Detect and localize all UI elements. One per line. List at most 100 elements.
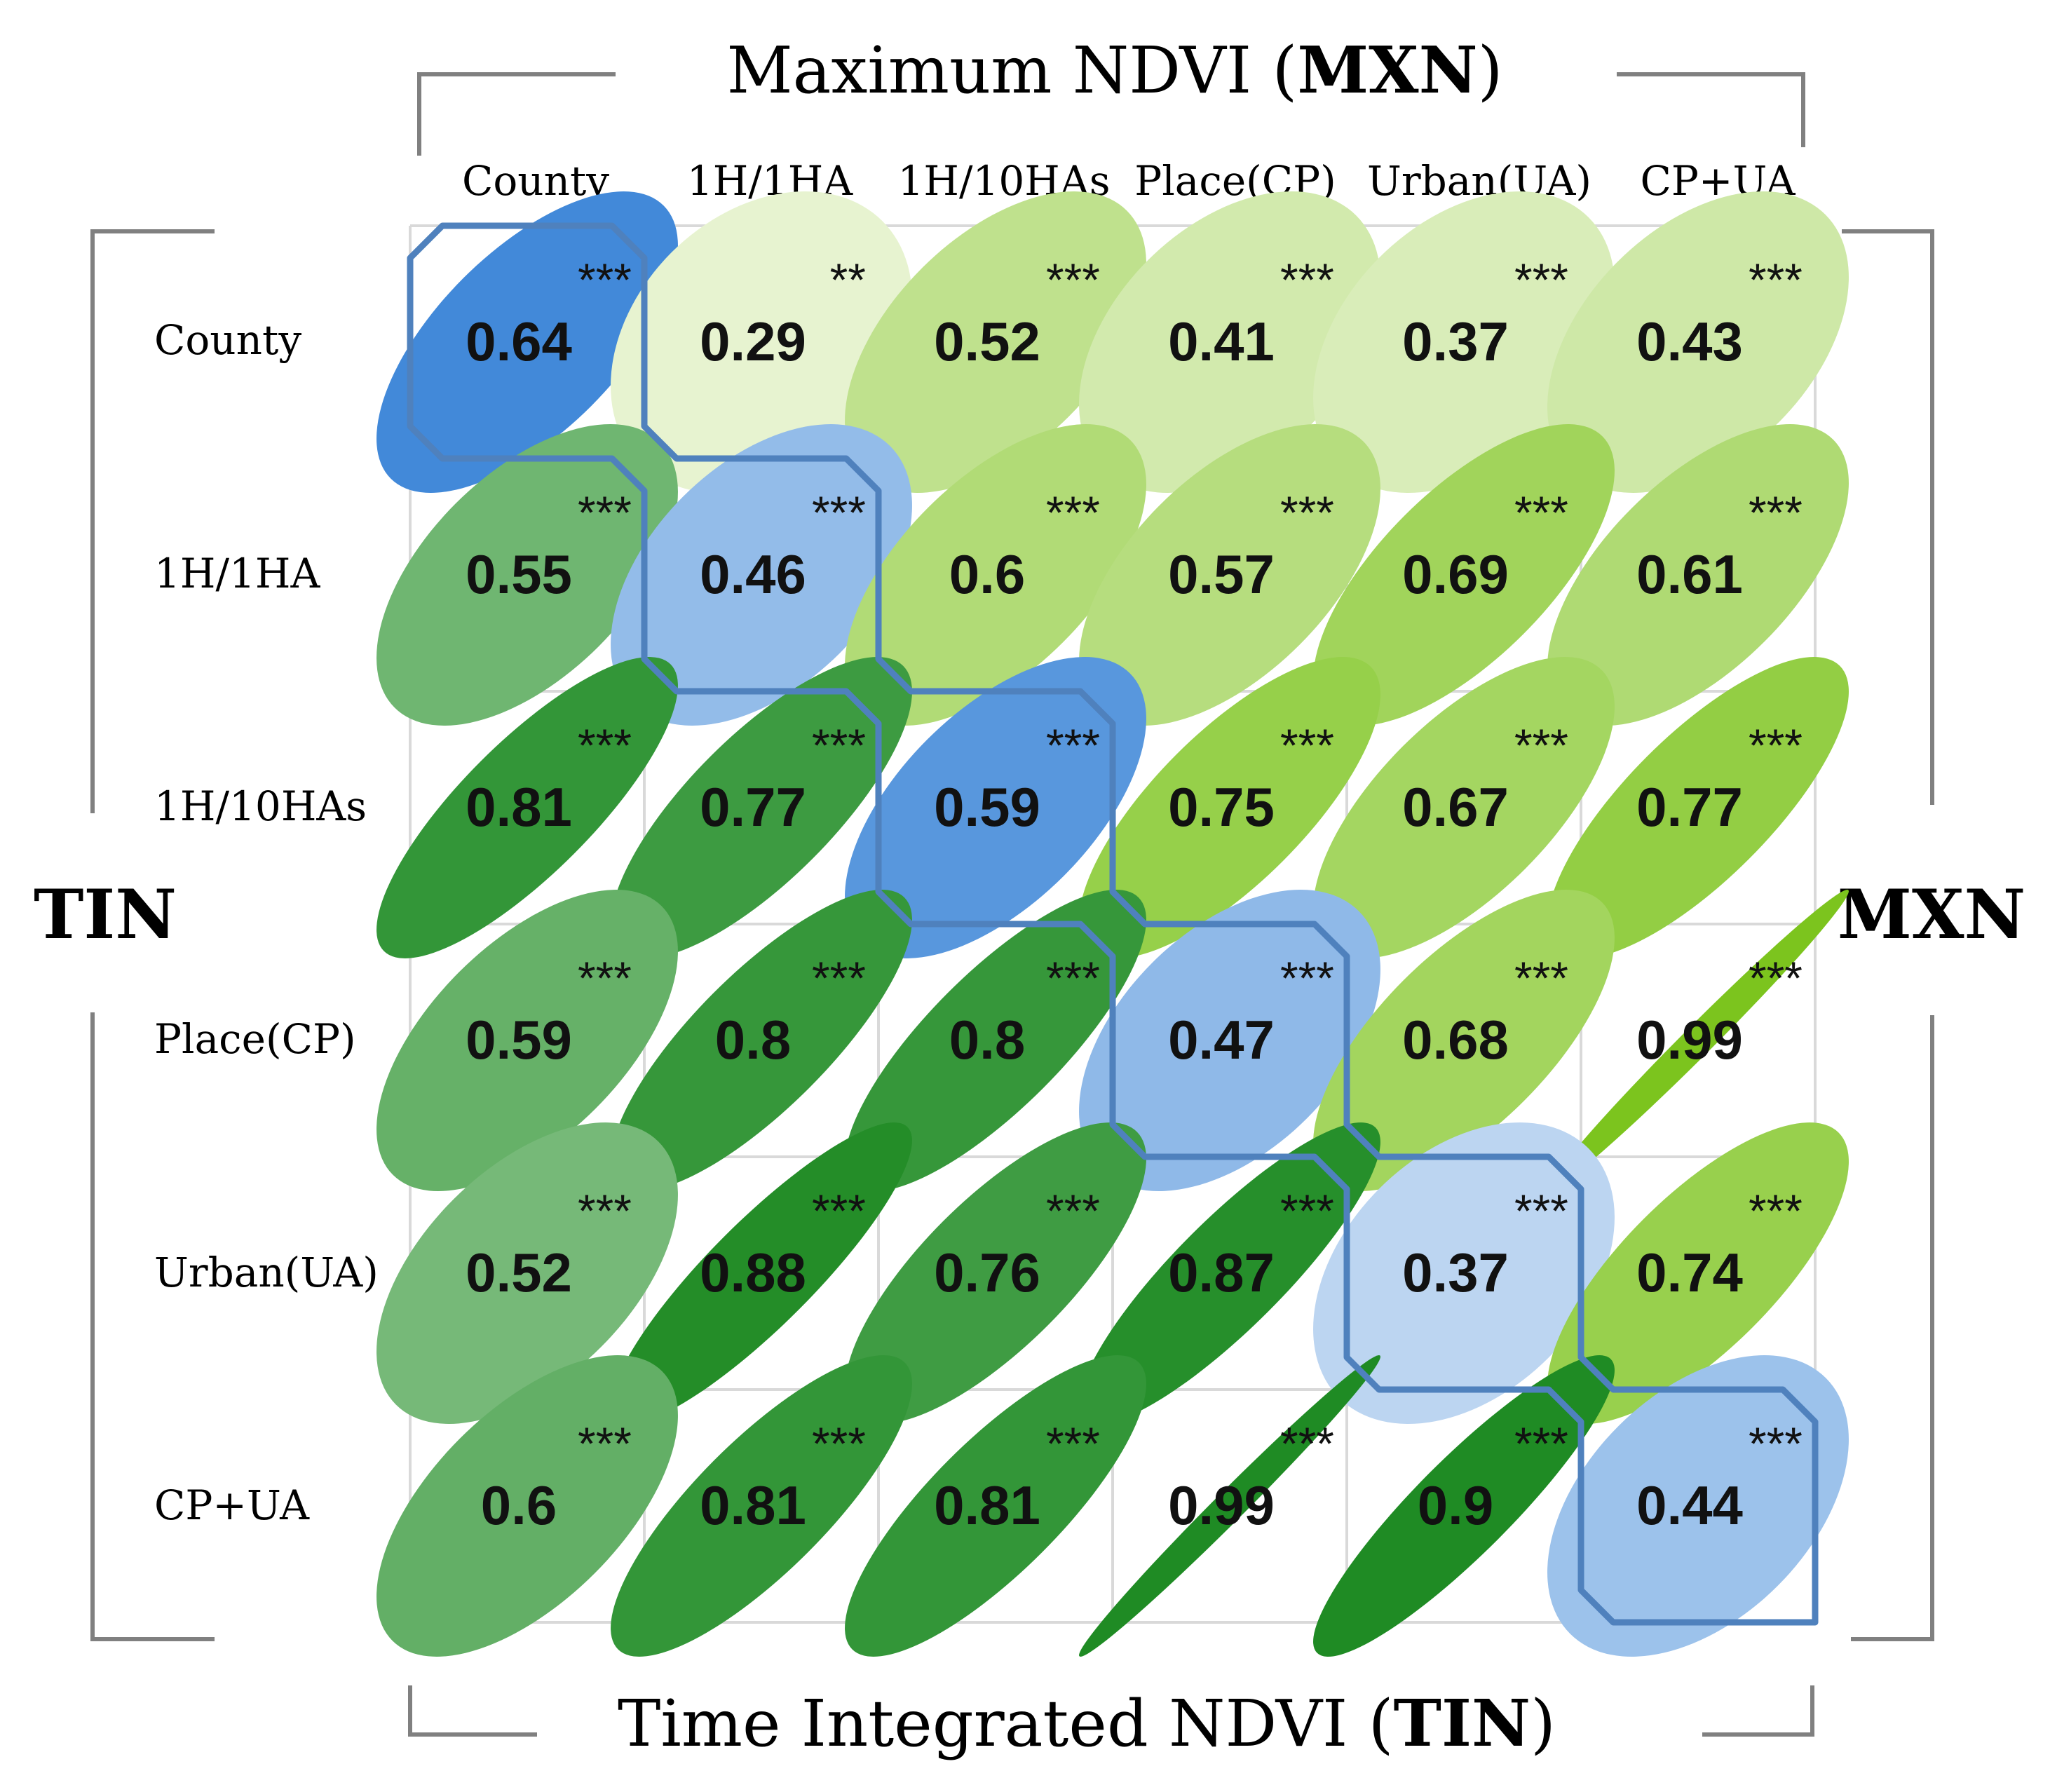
correlation-ellipse xyxy=(1313,657,1615,958)
correlation-ellipse xyxy=(376,657,678,958)
correlation-value: 0.46 xyxy=(700,543,806,605)
correlation-value: 0.8 xyxy=(949,1009,1025,1071)
bottom-title-prefix: Time Integrated NDVI ( xyxy=(618,1686,1394,1761)
bottom-bracket-left xyxy=(408,1685,537,1737)
correlation-value: 0.47 xyxy=(1168,1009,1275,1071)
correlation-ellipse xyxy=(611,890,912,1191)
correlation-value: 0.68 xyxy=(1402,1009,1509,1071)
correlation-value: 0.77 xyxy=(700,776,806,838)
left-bracket-top xyxy=(90,229,215,813)
top-title-suffix: ) xyxy=(1478,33,1503,108)
correlation-value: 0.61 xyxy=(1636,543,1743,605)
significance-stars: *** xyxy=(1280,254,1334,306)
correlation-ellipse xyxy=(1079,657,1380,958)
correlation-value: 0.76 xyxy=(934,1242,1040,1303)
correlation-value: 0.74 xyxy=(1636,1242,1743,1303)
correlation-ellipse xyxy=(1079,424,1380,726)
correlation-value: 0.55 xyxy=(466,543,572,605)
row-label: 1H/1HA xyxy=(154,550,321,597)
correlation-value: 0.6 xyxy=(481,1474,557,1536)
correlation-value: 0.87 xyxy=(1168,1242,1275,1303)
significance-stars: *** xyxy=(1749,487,1803,538)
right-bracket-top xyxy=(1842,229,1934,805)
correlation-ellipse xyxy=(376,890,678,1191)
correlation-value: 0.67 xyxy=(1402,776,1509,838)
correlation-ellipse xyxy=(376,1122,678,1424)
correlation-value: 0.64 xyxy=(466,311,572,372)
correlation-ellipse xyxy=(845,1122,1146,1424)
significance-stars: *** xyxy=(812,952,866,1004)
correlation-value: 0.75 xyxy=(1168,776,1275,838)
correlation-ellipse xyxy=(376,191,678,493)
correlation-ellipse xyxy=(1547,1355,1849,1657)
correlation-ellipse xyxy=(611,1355,912,1657)
correlation-value: 0.99 xyxy=(1168,1474,1275,1536)
significance-stars: *** xyxy=(1046,1185,1100,1237)
significance-stars: *** xyxy=(1280,952,1334,1004)
significance-stars: *** xyxy=(578,952,632,1004)
correlation-ellipse xyxy=(611,657,912,958)
significance-stars: *** xyxy=(1749,1418,1803,1469)
correlation-value: 0.44 xyxy=(1636,1474,1743,1536)
row-label: County xyxy=(154,316,301,364)
significance-stars: *** xyxy=(578,1185,632,1237)
bottom-title: Time Integrated NDVI (TIN) xyxy=(618,1685,1556,1761)
significance-stars: *** xyxy=(1749,719,1803,771)
correlation-ellipse xyxy=(611,191,912,493)
correlation-ellipse xyxy=(1547,1122,1849,1424)
correlation-value: 0.37 xyxy=(1402,1242,1509,1303)
bottom-bracket-right xyxy=(1702,1685,1814,1737)
correlation-value: 0.41 xyxy=(1168,311,1275,372)
significance-stars: *** xyxy=(1046,952,1100,1004)
significance-stars: *** xyxy=(812,1185,866,1237)
correlation-ellipse xyxy=(376,1355,678,1657)
significance-stars: *** xyxy=(1514,719,1568,771)
row-labels: County 1H/1HA 1H/10HAs Place(CP) Urban(U… xyxy=(154,316,379,1529)
significance-stars: *** xyxy=(1280,1185,1334,1237)
correlation-value: 0.52 xyxy=(934,311,1040,372)
correlation-ellipse xyxy=(1547,191,1849,493)
correlation-ellipse xyxy=(1313,191,1615,493)
significance-stars: *** xyxy=(1514,254,1568,306)
correlation-value: 0.52 xyxy=(466,1242,572,1303)
row-label: 1H/10HAs xyxy=(154,782,367,830)
correlation-value: 0.99 xyxy=(1636,1009,1743,1071)
correlation-value: 0.37 xyxy=(1402,311,1509,372)
matrix-labels: 0.64***0.29**0.52***0.41***0.37***0.43**… xyxy=(466,254,1803,1536)
row-label: Place(CP) xyxy=(154,1015,356,1063)
correlation-ellipse xyxy=(1079,191,1380,493)
correlation-ellipse xyxy=(1313,424,1615,726)
significance-stars: *** xyxy=(812,719,866,771)
correlation-ellipse xyxy=(1313,1355,1615,1657)
significance-stars: ** xyxy=(830,254,866,306)
correlation-value: 0.43 xyxy=(1636,311,1743,372)
significance-stars: *** xyxy=(1749,952,1803,1004)
significance-stars: *** xyxy=(1749,1185,1803,1237)
top-title-bold: MXN xyxy=(1297,32,1477,108)
bottom-title-bold: TIN xyxy=(1394,1685,1531,1761)
correlation-value: 0.81 xyxy=(700,1474,806,1536)
correlation-value: 0.59 xyxy=(934,776,1040,838)
significance-stars: *** xyxy=(1280,487,1334,538)
correlation-ellipse xyxy=(611,1122,912,1424)
correlation-value: 0.81 xyxy=(934,1474,1040,1536)
correlation-ellipse xyxy=(845,657,1146,958)
right-bracket-bottom xyxy=(1851,1015,1934,1641)
significance-stars: *** xyxy=(812,487,866,538)
significance-stars: *** xyxy=(578,719,632,771)
correlation-value: 0.69 xyxy=(1402,543,1509,605)
significance-stars: *** xyxy=(1514,1185,1568,1237)
bottom-title-suffix: ) xyxy=(1530,1686,1556,1761)
correlation-ellipse xyxy=(376,424,678,726)
row-label: Urban(UA) xyxy=(154,1249,379,1296)
top-bracket-left xyxy=(417,72,616,156)
correlation-ellipse xyxy=(611,424,912,726)
row-label: CP+UA xyxy=(154,1481,310,1529)
correlation-value: 0.57 xyxy=(1168,543,1275,605)
significance-stars: *** xyxy=(1046,254,1100,306)
left-side-label: TIN xyxy=(34,875,177,954)
correlation-ellipse xyxy=(1079,890,1380,1191)
correlation-ellipse xyxy=(1079,1122,1380,1424)
correlation-ellipse xyxy=(1313,890,1615,1191)
